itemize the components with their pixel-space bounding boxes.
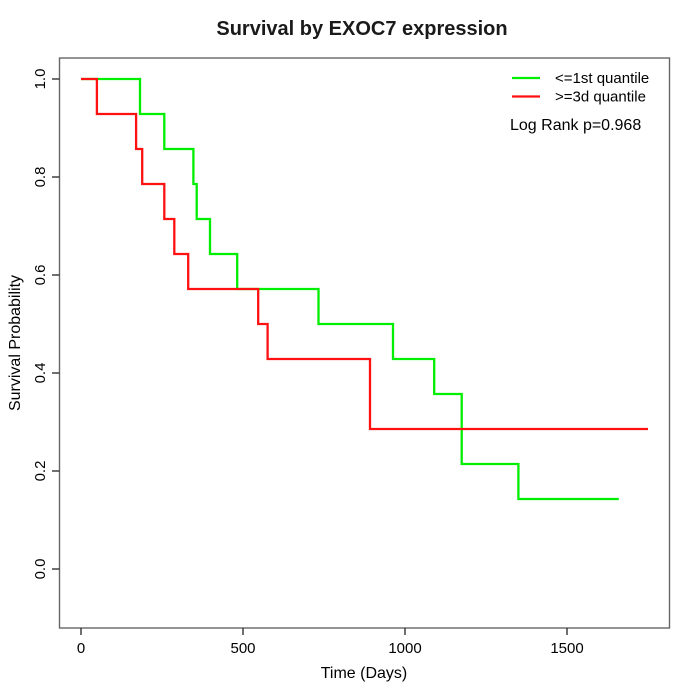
legend-label-first-quantile: <=1st quantile <box>555 70 649 87</box>
x-tick-label: 1500 <box>550 640 583 657</box>
x-tick-label: 1000 <box>388 640 421 657</box>
log-rank-pvalue: Log Rank p=0.968 <box>510 117 641 134</box>
y-tick-label: 0.6 <box>32 265 49 286</box>
survival-curve-first-quantile <box>81 77 619 501</box>
y-tick-label: 0.0 <box>32 559 49 580</box>
y-tick-label: 0.4 <box>32 363 49 384</box>
legend: <=1st quantile >=3d quantile Log Rank p=… <box>510 70 649 134</box>
x-tick-label: 0 <box>77 640 85 657</box>
y-tick-label: 1.0 <box>32 69 49 90</box>
plot-dynamic-layer: 0 500 1000 1500 0.0 0.2 0.4 0.6 0.8 1.0 <box>32 69 648 657</box>
survival-curve-third-quantile <box>81 77 648 431</box>
x-axis-title: Time (Days) <box>321 665 408 682</box>
y-tick-label: 0.8 <box>32 167 49 188</box>
legend-label-third-quantile: >=3d quantile <box>555 89 646 106</box>
chart-title: Survival by EXOC7 expression <box>216 18 507 40</box>
y-tick-label: 0.2 <box>32 461 49 482</box>
plot-box <box>58 57 671 629</box>
x-tick-label: 500 <box>230 640 255 657</box>
y-axis-title: Survival Probability <box>7 275 24 411</box>
